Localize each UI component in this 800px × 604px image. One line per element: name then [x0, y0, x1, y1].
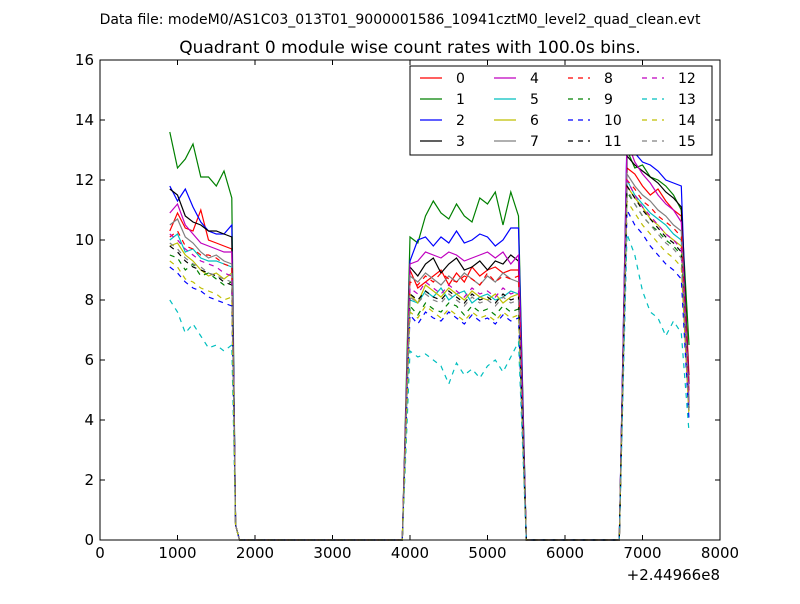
legend-label: 5 [530, 92, 539, 108]
series-line-11 [169, 184, 690, 541]
chart-title: Quadrant 0 module wise count rates with … [179, 38, 640, 58]
x-tick-label: 2000 [236, 544, 274, 562]
x-tick-label: 1000 [158, 544, 196, 562]
legend-label: 14 [678, 113, 696, 129]
axes: 0 1000 2000 3000 4000 5000 6000 7000 80000246810… [75, 51, 739, 562]
y-tick-label: 8 [84, 291, 94, 309]
series-line-8 [169, 178, 690, 541]
legend-label: 10 [604, 113, 622, 129]
y-tick-label: 2 [84, 471, 94, 489]
legend-label: 13 [678, 92, 696, 108]
x-tick-label: 8000 [701, 544, 739, 562]
legend-label: 1 [456, 92, 465, 108]
plot-frame [99, 59, 721, 541]
series-line-13 [169, 233, 690, 541]
legend-label: 7 [530, 134, 539, 150]
x-tick-label: 5000 [468, 544, 506, 562]
series-line-10 [169, 209, 690, 541]
legend-label: 9 [604, 92, 613, 108]
x-tick-label: 6000 [546, 544, 584, 562]
x-tick-label: 4000 [391, 544, 429, 562]
series-lines [169, 131, 690, 541]
legend-label: 15 [678, 134, 696, 150]
legend-label: 2 [456, 113, 465, 129]
data-file-suptitle: Data file: modeM0/AS1C03_013T01_90000015… [100, 12, 701, 28]
series-line-12 [169, 179, 690, 541]
series-line-1 [169, 131, 690, 541]
series-line-2 [169, 134, 690, 541]
series-line-5 [169, 179, 690, 541]
y-tick-label: 12 [75, 171, 94, 189]
legend-label: 4 [530, 71, 539, 87]
legend-label: 3 [456, 134, 465, 150]
x-offset-label: +2.44966e8 [627, 566, 720, 584]
y-tick-label: 0 [84, 531, 94, 549]
y-tick-label: 6 [84, 351, 94, 369]
x-tick-label: 7000 [623, 544, 661, 562]
y-tick-label: 10 [75, 231, 94, 249]
y-tick-label: 14 [75, 111, 94, 129]
y-tick-label: 4 [84, 411, 94, 429]
legend-label: 11 [604, 134, 622, 150]
series-line-15 [169, 188, 690, 541]
legend-label: 0 [456, 71, 465, 87]
legend-label: 6 [530, 113, 539, 129]
series-line-14 [169, 199, 690, 541]
legend-label: 12 [678, 71, 696, 87]
legend-label: 8 [604, 71, 613, 87]
series-line-7 [169, 172, 690, 541]
x-tick-label: 3000 [313, 544, 351, 562]
y-tick-label: 16 [75, 51, 94, 69]
series-line-6 [169, 184, 690, 541]
x-tick-label: 0 [95, 544, 105, 562]
series-line-0 [169, 166, 690, 541]
series-line-4 [169, 140, 690, 541]
series-line-3 [169, 154, 690, 541]
series-line-9 [169, 190, 690, 541]
legend-box [409, 65, 713, 156]
